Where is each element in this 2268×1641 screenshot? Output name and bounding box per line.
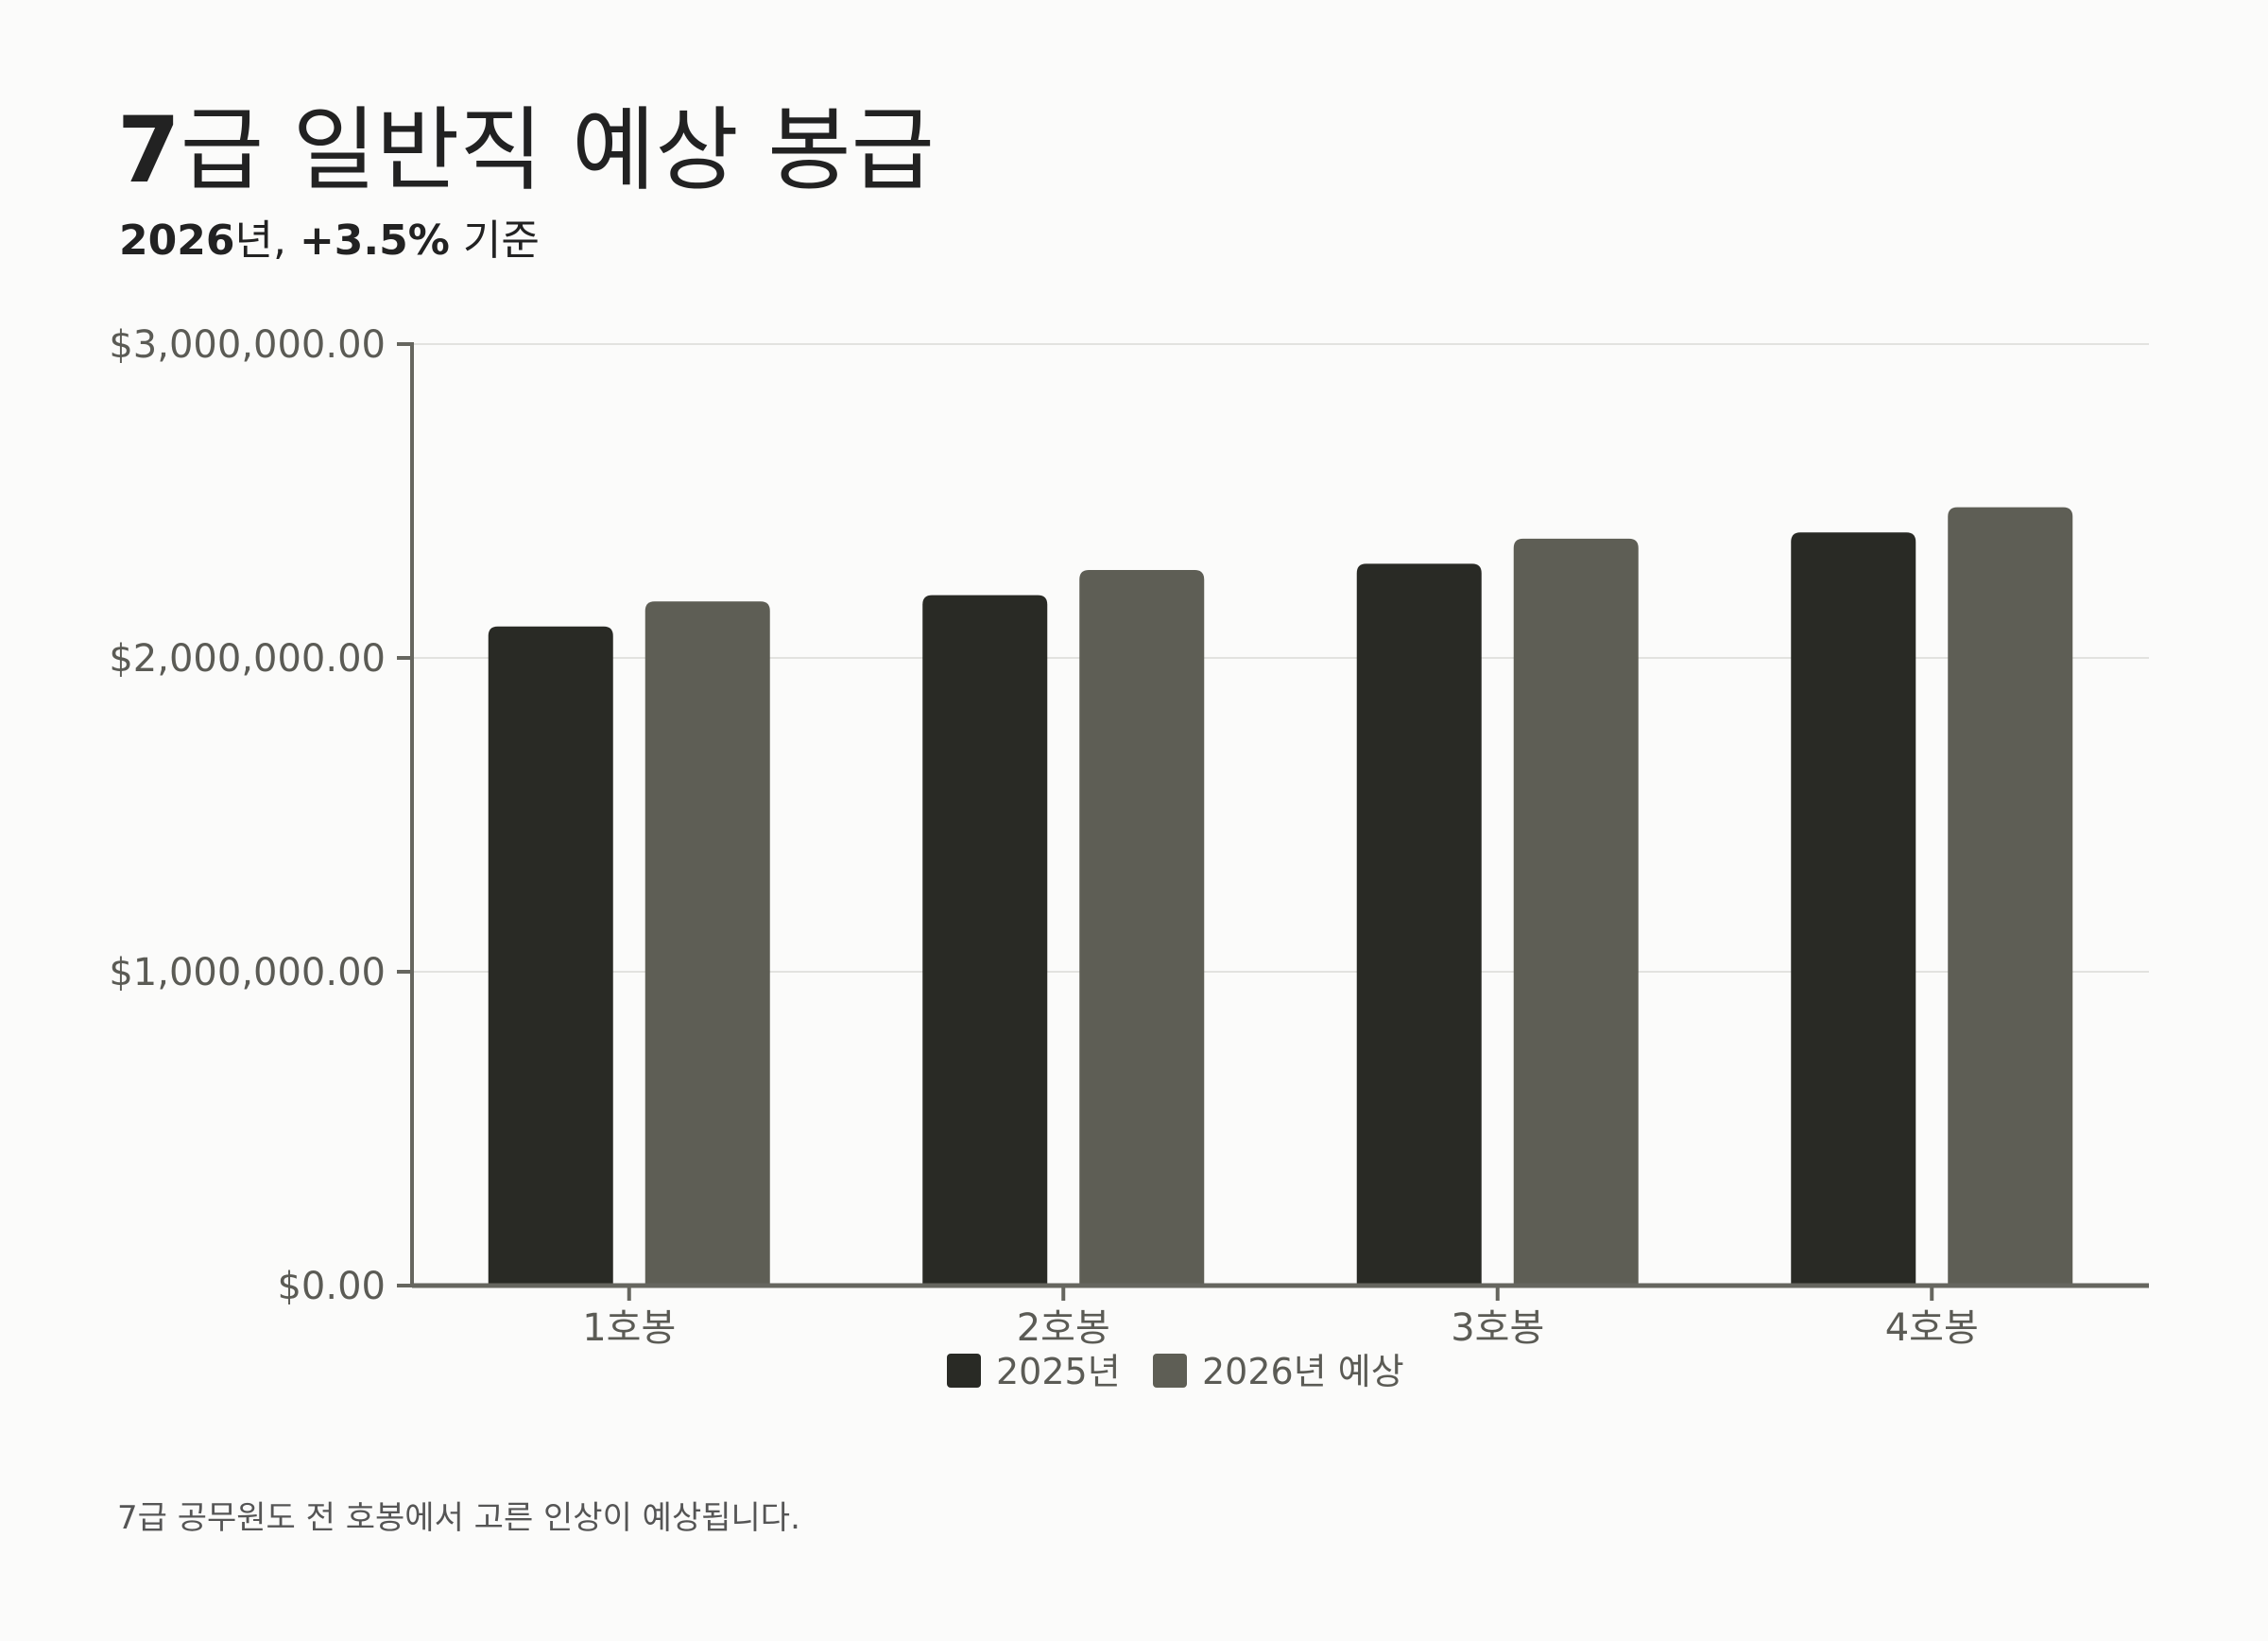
subtitle-year-suffix: 년, [234, 216, 286, 265]
subtitle-basis: 기준 [462, 216, 540, 265]
bar-2026-2 [1079, 570, 1205, 1286]
x-tick-label: 4호봉 [1885, 1306, 1979, 1350]
x-tick-label: 3호봉 [1451, 1306, 1544, 1350]
footnote: 7급 공무원도 전 호봉에서 고른 인상이 예상됩니다. [117, 1499, 800, 1537]
bar-2025-4 [1791, 532, 1916, 1286]
legend-swatch-2025 [947, 1354, 981, 1388]
bar-2025-2 [922, 595, 1048, 1286]
y-tick-label: $3,000,000.00 [109, 323, 386, 367]
bar-chart: $0.00 $1,000,000.00 $2,000,000.00 $3,000,00… [109, 323, 2149, 1392]
subtitle-year: 2026 [119, 216, 235, 265]
bar-2026-1 [644, 601, 770, 1286]
axes [410, 342, 2149, 1288]
y-axis-ticks: $0.00 $1,000,000.00 $2,000,000.00 $3,000,00… [109, 323, 412, 1308]
chart-subtitle: 2026년, +3.5% 기준 [119, 216, 540, 267]
bars [488, 507, 2073, 1286]
legend-label-2026: 2026년 예상 [1202, 1351, 1404, 1392]
legend-swatch-2026 [1153, 1354, 1187, 1388]
bar-2025-1 [488, 626, 613, 1286]
bar-2026-3 [1513, 538, 1639, 1286]
bar-2026-4 [1948, 507, 2073, 1286]
x-axis-ticks: 1호봉 2호봉 3호봉 4호봉 [582, 1286, 1979, 1350]
chart-title-text: 급 일반직 예상 봉급 [180, 97, 935, 203]
bar-2025-3 [1356, 563, 1482, 1286]
y-tick-label: $1,000,000.00 [109, 951, 386, 994]
legend-label-2025: 2025년 [996, 1351, 1121, 1392]
legend: 2025년 2026년 예상 [947, 1351, 1404, 1392]
x-tick-label: 2호봉 [1017, 1306, 1110, 1350]
subtitle-rate: +3.5% [299, 216, 450, 265]
y-tick-label: $2,000,000.00 [109, 637, 386, 681]
y-tick-label: $0.00 [277, 1265, 386, 1308]
chart-title: 7급 일반직 예상 봉급 [117, 98, 935, 202]
x-tick-label: 1호봉 [582, 1306, 676, 1350]
chart-title-number: 7 [117, 97, 180, 203]
